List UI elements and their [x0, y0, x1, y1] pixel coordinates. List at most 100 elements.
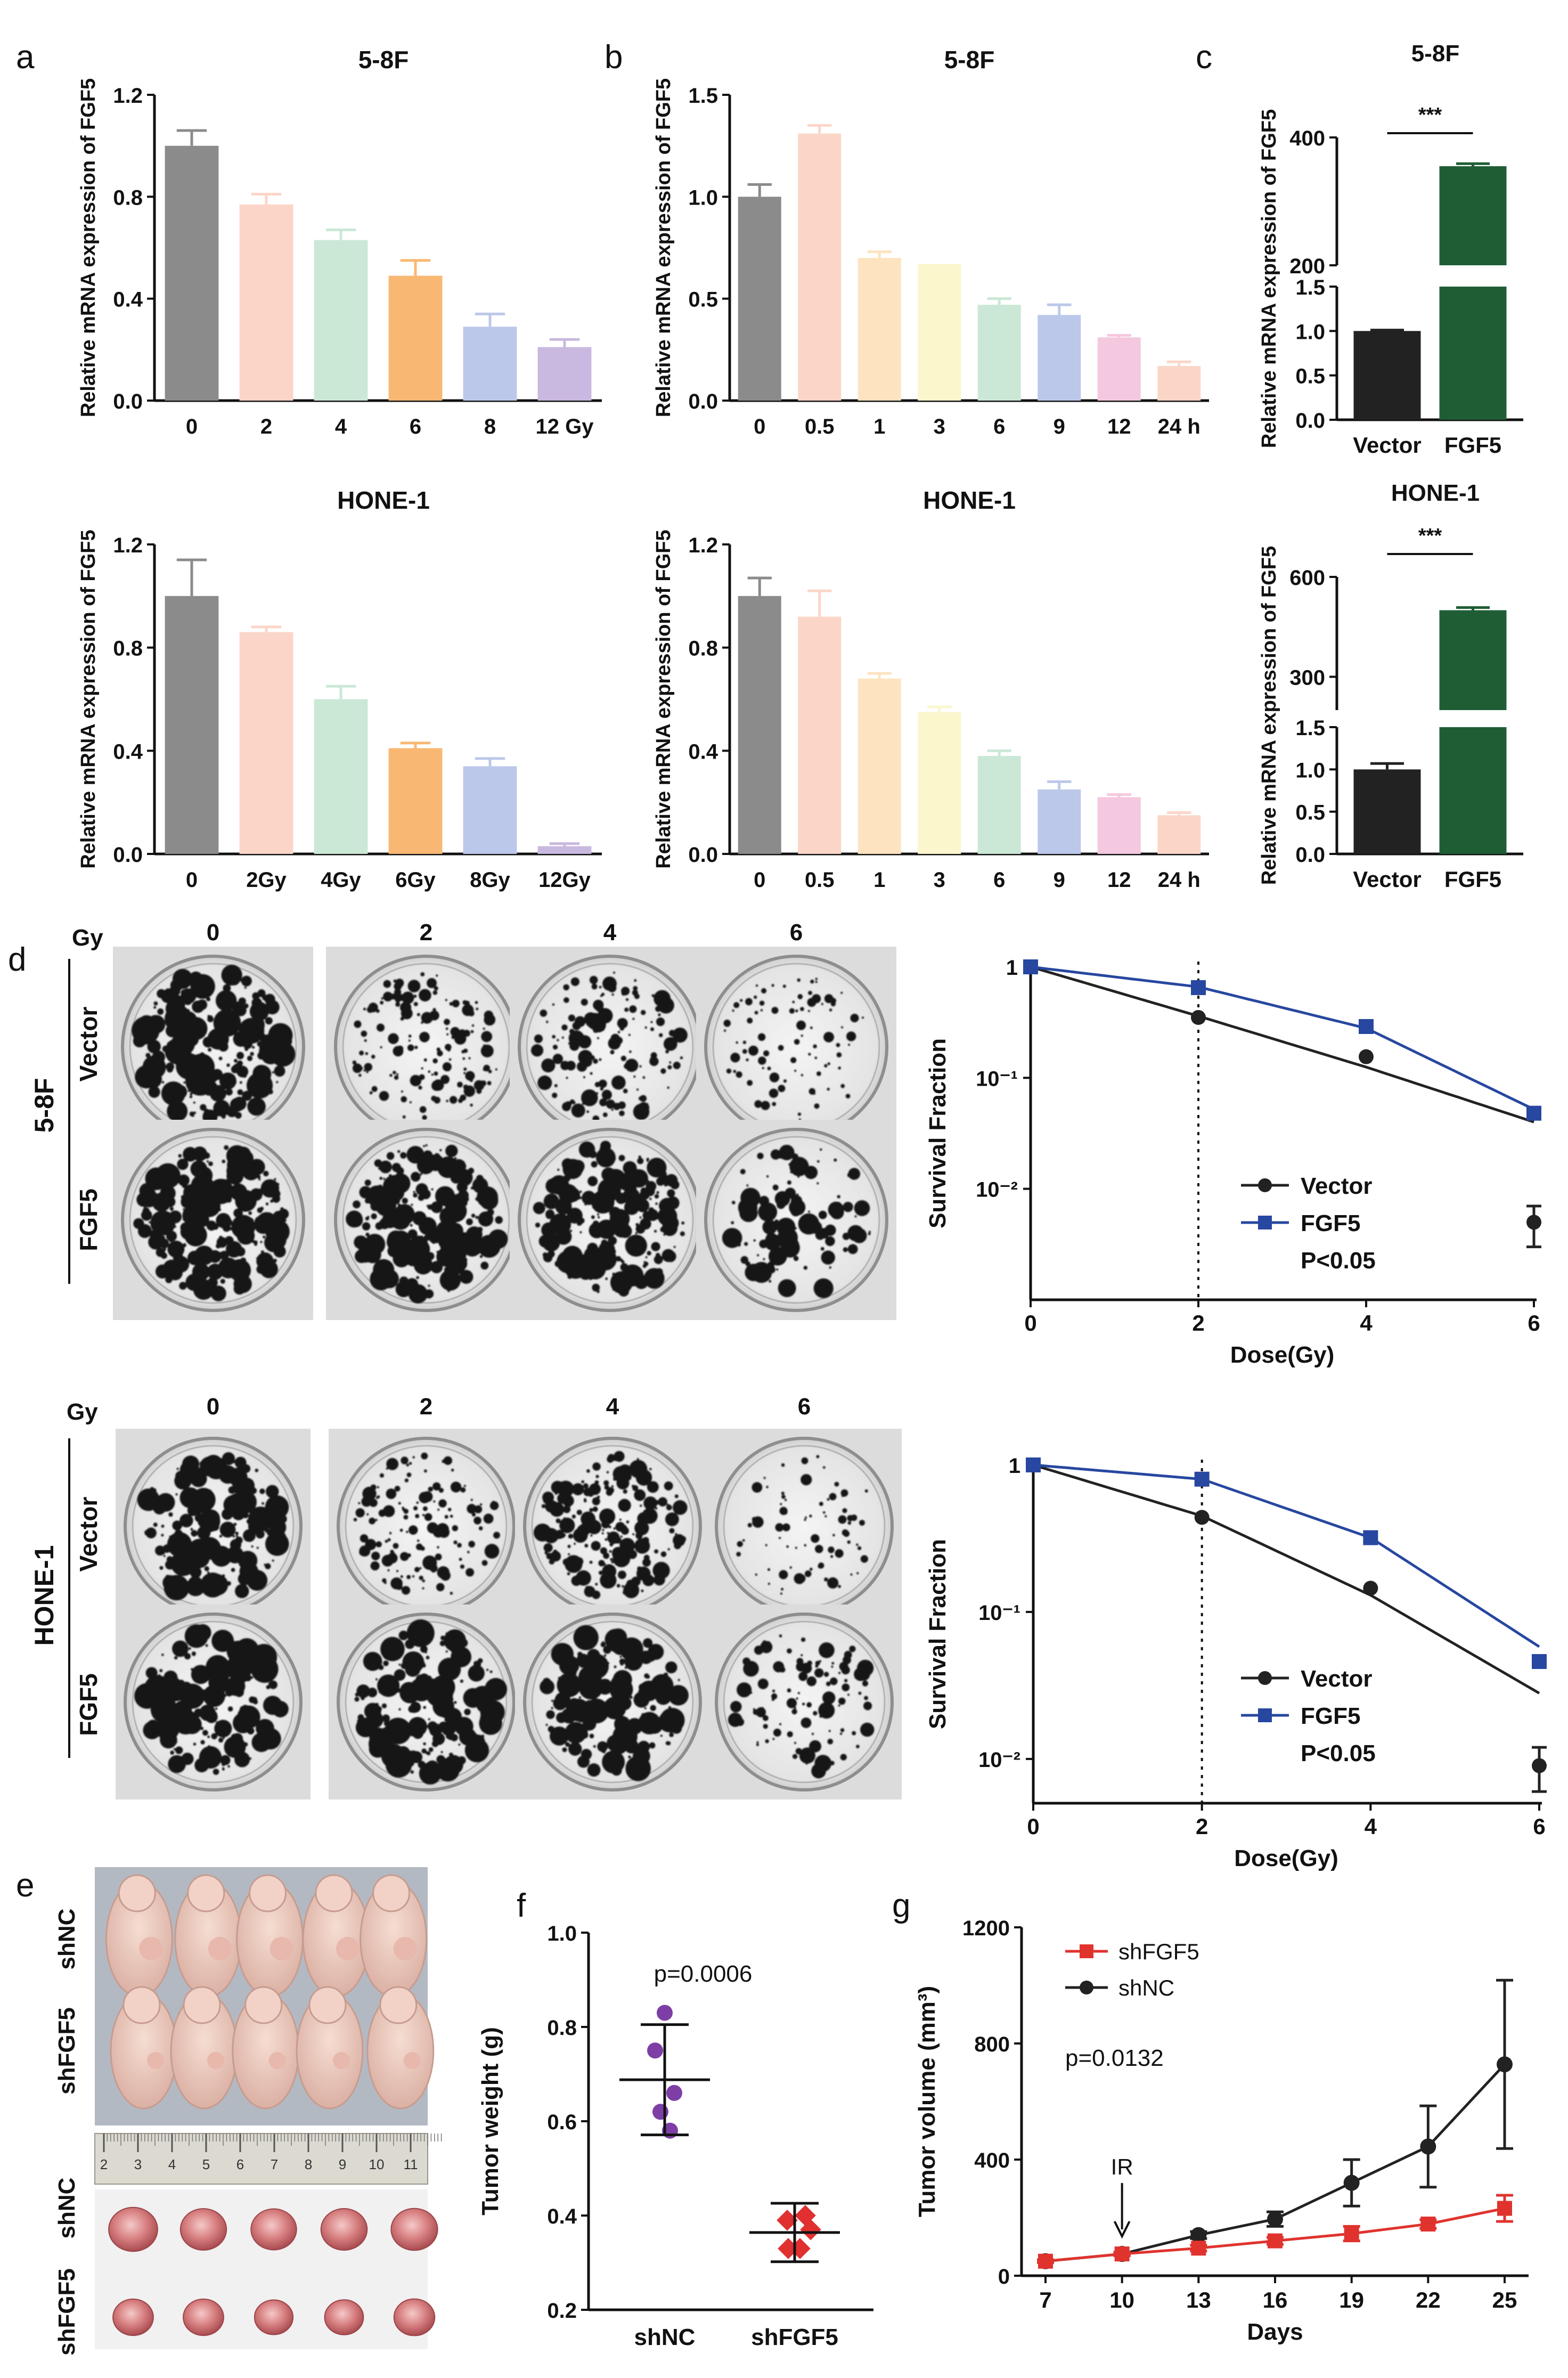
colony	[223, 1466, 226, 1469]
colony	[628, 1759, 648, 1779]
colony	[187, 1505, 199, 1516]
colony	[813, 1044, 817, 1048]
colony	[487, 1081, 492, 1086]
x-tick-label: 1	[873, 868, 885, 892]
colony	[412, 1575, 415, 1578]
y-axis-label: Tumor volume (mm³)	[914, 1986, 940, 2217]
colony	[143, 1070, 162, 1089]
y-tick-label: 1.2	[113, 534, 143, 557]
colony	[186, 1276, 200, 1290]
colony	[816, 1182, 819, 1185]
colony	[568, 1535, 571, 1538]
colony	[668, 1685, 689, 1706]
colony	[420, 1645, 428, 1653]
colony	[389, 1532, 392, 1535]
colony	[394, 1486, 401, 1492]
colony	[797, 1175, 800, 1178]
colony	[399, 1001, 412, 1013]
colony	[409, 1462, 412, 1465]
colony	[149, 1731, 156, 1737]
colony	[847, 1540, 851, 1544]
colony	[278, 1208, 289, 1219]
colony	[422, 1579, 426, 1583]
colony	[783, 1079, 787, 1083]
colony	[746, 1184, 749, 1187]
colony	[200, 1069, 202, 1071]
colony	[477, 1658, 483, 1664]
colony	[765, 1197, 768, 1200]
colony	[589, 1508, 593, 1512]
mouse-head	[315, 1874, 353, 1912]
colony	[554, 1492, 558, 1495]
colony	[396, 1570, 399, 1573]
colony	[192, 998, 194, 1001]
colony	[815, 978, 818, 980]
colony	[419, 1567, 422, 1569]
colony	[641, 1508, 658, 1524]
fgf5-point	[1532, 1654, 1547, 1670]
colony	[863, 1733, 866, 1736]
colony	[169, 995, 186, 1012]
colony	[723, 1029, 726, 1032]
colony	[643, 1638, 653, 1648]
colony	[366, 1006, 373, 1013]
colony	[167, 1163, 169, 1166]
colony	[673, 1534, 685, 1547]
colony	[603, 1654, 607, 1657]
colony	[860, 1722, 875, 1737]
colony	[480, 1261, 489, 1270]
colony	[562, 1533, 566, 1537]
colony	[149, 1669, 152, 1672]
colony	[578, 1675, 603, 1700]
colony	[396, 1746, 410, 1760]
colony	[663, 1037, 677, 1051]
colony	[352, 1060, 357, 1065]
colony	[611, 1109, 614, 1111]
colony	[435, 1553, 442, 1561]
x-tick-label: FGF5	[1444, 433, 1501, 458]
colony	[787, 1731, 793, 1738]
colonies	[533, 1141, 685, 1297]
colony	[621, 991, 626, 996]
colony	[747, 1017, 753, 1024]
colony	[169, 1240, 172, 1242]
colony	[626, 1718, 643, 1734]
colony	[742, 1049, 747, 1054]
colony	[430, 1630, 433, 1633]
colony	[733, 1070, 737, 1073]
colony	[427, 1228, 443, 1243]
colonies	[540, 1625, 689, 1781]
x-tick-label: 0	[1027, 1814, 1039, 1839]
dish-row-vector-hone1: Vector	[75, 1497, 102, 1572]
colony	[787, 1688, 791, 1693]
y-tick-label: 0.0	[688, 843, 718, 867]
colony	[227, 1706, 233, 1712]
colony	[586, 1110, 590, 1113]
colony	[593, 1745, 596, 1748]
colony	[830, 1677, 838, 1685]
bar-lower-segment	[1439, 287, 1507, 420]
colony	[565, 1203, 572, 1211]
colony	[183, 1243, 186, 1247]
colony	[403, 1240, 410, 1245]
xenograft-bump	[207, 2052, 225, 2069]
colony	[752, 1517, 756, 1521]
colony	[252, 1046, 255, 1049]
colony	[174, 1225, 176, 1228]
colony	[245, 1217, 254, 1226]
colony	[638, 1740, 650, 1753]
colony	[640, 1218, 651, 1230]
colony	[208, 1161, 213, 1166]
colony	[190, 974, 215, 999]
colony	[239, 1647, 242, 1649]
colony	[599, 1058, 602, 1061]
bar	[537, 846, 592, 854]
colony	[622, 1187, 640, 1205]
colony	[756, 1741, 759, 1744]
colony	[462, 1004, 474, 1016]
colony	[161, 1654, 164, 1656]
colony	[380, 1636, 405, 1662]
colony	[391, 1237, 395, 1240]
colony	[208, 1048, 212, 1052]
colony	[782, 1220, 785, 1223]
